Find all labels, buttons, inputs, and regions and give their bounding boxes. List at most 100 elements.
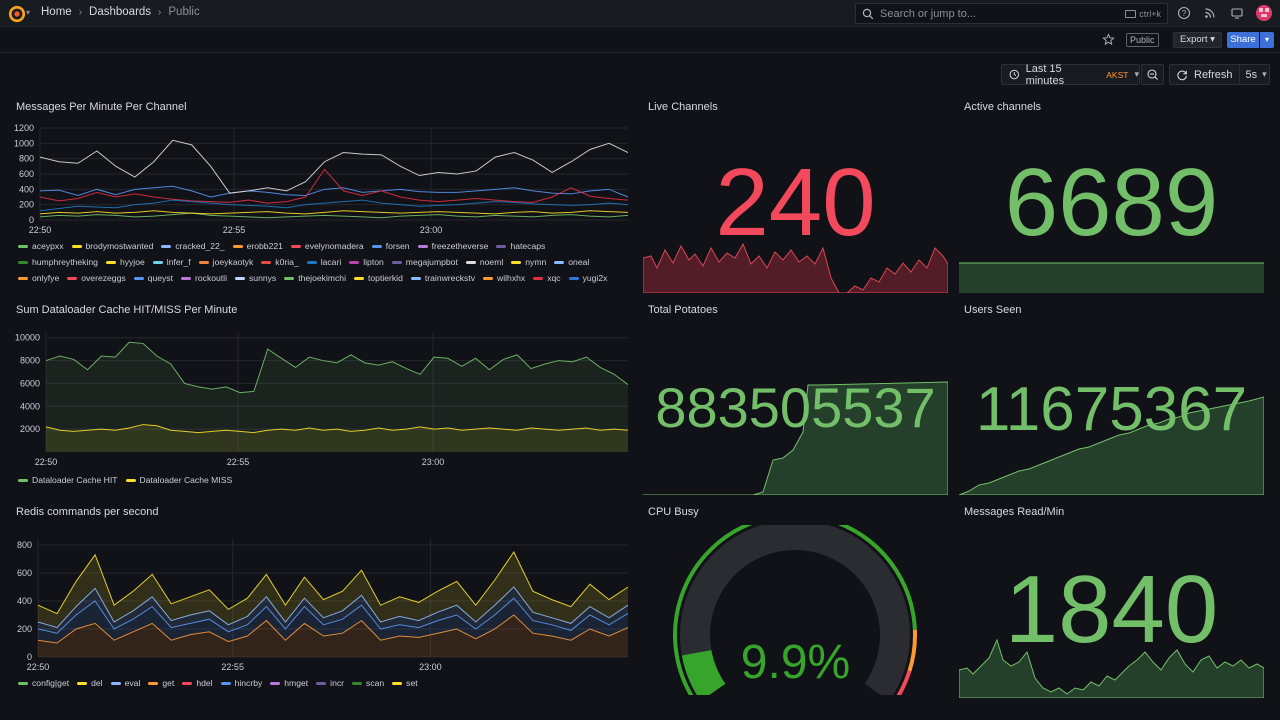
messages-legend-item[interactable]: cracked_22_ [161,238,225,254]
breadcrumb-home[interactable]: Home [41,6,72,18]
messages-read-sparkline [959,638,1264,698]
panel-title-live-channels[interactable]: Live Channels [648,101,718,113]
dataloader-legend-item[interactable]: Dataloader Cache HIT [18,472,118,488]
redis-legend-item[interactable]: get [148,675,174,691]
legend-label: scan [366,678,385,688]
messages-legend-item[interactable]: thejoekimchi [284,270,346,286]
series-line [39,199,629,212]
legend-label: sunnys [249,273,277,283]
chevron-down-icon[interactable]: ▾ [26,8,31,17]
star-icon[interactable] [1102,33,1115,46]
panel-title-dataloader[interactable]: Sum Dataloader Cache HIT/MISS Per Minute [16,304,238,316]
panel-title-cpu-busy[interactable]: CPU Busy [648,506,699,518]
share-options-button[interactable]: ▾ [1260,32,1274,48]
user-avatar[interactable] [1256,5,1272,21]
legend-label: trainwreckstv [424,273,476,283]
redis-legend-item[interactable]: del [77,675,103,691]
messages-legend-item[interactable]: brodymostwanted [71,238,153,254]
legend-swatch [133,276,144,280]
messages-legend-item[interactable]: lipton [349,254,384,270]
search-input[interactable]: Search or jump to... ctrl+k [855,3,1168,24]
redis-legend-item[interactable]: eval [110,675,140,691]
messages-legend-item[interactable]: megajumpbot [391,254,458,270]
messages-legend-item[interactable]: aceypxx [18,238,64,254]
breadcrumb-dashboards[interactable]: Dashboards [89,6,152,18]
news-rss-icon[interactable] [1203,6,1217,20]
messages-legend-item[interactable]: k0ria_ [261,254,299,270]
messages-legend-item[interactable]: queyst [133,270,173,286]
messages-legend-item[interactable]: overezeggs [67,270,126,286]
series-area [46,342,628,452]
legend-label: incr [330,678,345,688]
redis-legend-item[interactable]: incr [316,675,344,691]
legend-label: Dataloader Cache HIT [32,475,118,485]
legend-label: freezetheverse [431,241,489,251]
panel-title-messages-read[interactable]: Messages Read/Min [964,506,1065,518]
redis-legend-item[interactable]: hincrby [220,675,262,691]
messages-legend-item[interactable]: erobb221 [232,238,283,254]
panel-title-redis[interactable]: Redis commands per second [16,506,159,518]
messages-legend-item[interactable]: yugi2x [568,270,607,286]
y-tick-label: 1000 [14,138,34,148]
messages-legend-item[interactable]: noeml [465,254,503,270]
redis-legend-item[interactable]: set [392,675,418,691]
dataloader-timeseries-chart[interactable]: 2000 4000 6000 8000 10000 22:50 22:55 23:00 [10,322,632,472]
export-button[interactable]: Export ▾ [1173,32,1222,48]
kiosk-mode-icon[interactable] [1230,6,1244,20]
panel-title-messages[interactable]: Messages Per Minute Per Channel [16,101,187,113]
redis-timeseries-chart[interactable]: 0 200 400 600 800 22:50 22:55 23:00 [10,530,632,675]
time-range-picker[interactable]: Last 15 minutes AKST ▾ [1001,63,1140,87]
redis-legend-item[interactable]: hdel [182,675,213,691]
dataloader-legend-item[interactable]: Dataloader Cache MISS [125,472,233,488]
svg-text:?: ? [1182,9,1187,18]
messages-legend-item[interactable]: onlyfye [18,270,59,286]
messages-legend-item[interactable]: hyyjoe [105,254,145,270]
legend-label: nymn [525,257,547,267]
panel-title-users-seen[interactable]: Users Seen [964,304,1022,316]
messages-legend-item[interactable]: sunnys [235,270,276,286]
redis-legend-item[interactable]: scan [352,675,384,691]
keyboard-shortcut: ctrl+k [1125,9,1161,19]
messages-legend-item[interactable]: toptierkid [354,270,403,286]
messages-legend-item[interactable]: nymn [511,254,546,270]
messages-legend-item[interactable]: hatecaps [496,238,545,254]
help-icon[interactable]: ? [1177,6,1191,20]
zoom-out-button[interactable] [1141,64,1164,85]
grafana-logo-icon[interactable] [8,5,26,23]
refresh-picker[interactable]: Refresh 5s ▾ [1169,64,1270,85]
redis-legend-item[interactable]: hmget [270,675,308,691]
search-icon [862,8,874,19]
messages-legend-item[interactable]: trainwreckstv [410,270,476,286]
dataloader-legend: Dataloader Cache HIT Dataloader Cache MIS… [18,472,630,488]
legend-swatch [110,681,121,685]
messages-legend-item[interactable]: humphreytheking [18,254,98,270]
messages-legend-item[interactable]: oneal [554,254,589,270]
y-tick-label: 400 [19,184,34,194]
share-button[interactable]: Share [1227,32,1259,48]
messages-timeseries-chart[interactable]: 0 200 400 600 800 1000 1200 22:50 22:55 23:00 [10,118,632,240]
legend-swatch [554,260,565,264]
legend-label: k0ria_ [275,257,299,267]
redis-legend-item[interactable]: config|get [18,675,69,691]
legend-swatch [148,681,159,685]
legend-label: oneal [568,257,590,267]
chevron-right-icon: › [78,6,83,18]
breadcrumb-current: Public [168,6,200,18]
refresh-interval[interactable]: 5s [1245,68,1258,81]
legend-label: rockoutli [195,273,227,283]
panel-title-active-channels[interactable]: Active channels [964,101,1042,113]
messages-legend-item[interactable]: forsen [371,238,410,254]
chevron-down-icon: ▾ [1264,35,1269,44]
messages-legend-item[interactable]: xqc [533,270,561,286]
legend-label: wilhxhx [497,273,526,283]
messages-legend-item[interactable]: lacari [306,254,341,270]
messages-legend-item[interactable]: freezetheverse [417,238,489,254]
messages-legend-item[interactable]: rockoutli [181,270,227,286]
messages-legend-item[interactable]: lnfer_f [152,254,191,270]
legend-label: Dataloader Cache MISS [139,475,233,485]
messages-legend-item[interactable]: joeykaotyk [198,254,253,270]
legend-swatch [511,260,522,264]
panel-title-total-potatoes[interactable]: Total Potatoes [648,304,718,316]
messages-legend-item[interactable]: evelynomadera [290,238,364,254]
messages-legend-item[interactable]: wilhxhx [483,270,525,286]
